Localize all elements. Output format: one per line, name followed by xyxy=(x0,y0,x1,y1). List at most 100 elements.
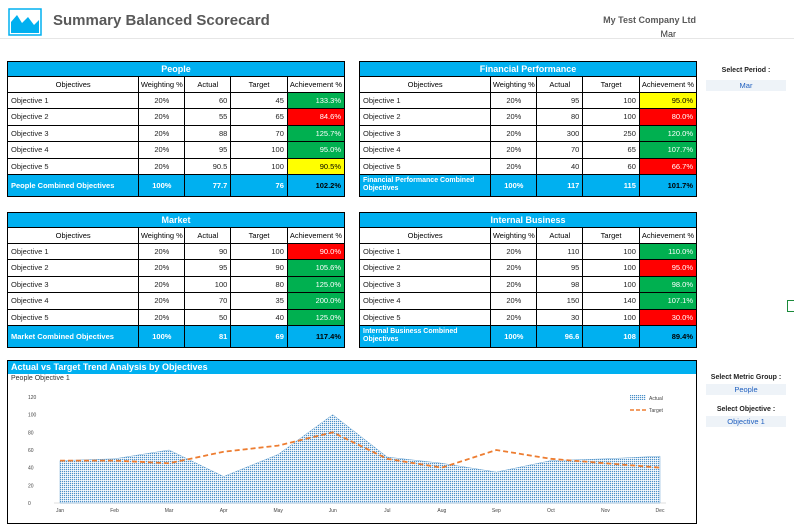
target-cell: 100 xyxy=(582,276,640,293)
x-tick-label: Jul xyxy=(384,508,390,514)
objective-name: People Combined Objectives xyxy=(8,174,140,196)
internal-panel: Internal Business Objectives Weighting % A… xyxy=(359,212,697,348)
period-select[interactable]: Mar xyxy=(706,80,786,91)
weighting-cell: 100% xyxy=(138,325,186,347)
achievement-cell: 80.0% xyxy=(639,108,696,126)
target-cell: 100 xyxy=(582,309,640,326)
objective-name: Objective 1 xyxy=(360,92,492,109)
chart-logo-icon xyxy=(8,8,42,36)
table-row: Objective 3 20% 88 70 125.7% xyxy=(8,125,344,142)
achievement-cell: 107.7% xyxy=(639,141,696,159)
x-tick-label: Sep xyxy=(492,508,501,514)
weighting-cell: 20% xyxy=(490,276,538,293)
table-row: Objective 1 20% 60 45 133.3% xyxy=(8,92,344,109)
weighting-cell: 20% xyxy=(138,125,186,142)
table-header-row: Objectives Weighting % Actual Target Achieve… xyxy=(360,228,696,244)
panel-title: Internal Business xyxy=(360,213,696,228)
y-tick-label: 60 xyxy=(28,448,34,454)
achievement-cell: 90.5% xyxy=(287,158,344,175)
actual-cell: 80 xyxy=(536,108,584,126)
target-cell: 100 xyxy=(230,243,288,260)
objective-name: Objective 5 xyxy=(360,309,492,326)
target-cell: 80 xyxy=(230,276,288,293)
table-header-row: Objectives Weighting % Actual Target Achieve… xyxy=(8,77,344,93)
trend-chart: 0 20 40 60 80 100 120 Jan Feb Mar Apr May Jun Jul Aug S… xyxy=(28,395,666,514)
objective-name: Objective 3 xyxy=(360,276,492,293)
objective-select[interactable]: Objective 1 xyxy=(706,416,786,427)
x-tick-label: Feb xyxy=(110,508,119,514)
target-cell: 140 xyxy=(582,292,640,310)
weighting-cell: 20% xyxy=(138,259,186,277)
y-tick-label: 120 xyxy=(28,395,37,401)
table-row: Objective 3 20% 300 250 120.0% xyxy=(360,125,696,142)
column-header: Actual xyxy=(184,77,232,93)
column-header: Actual xyxy=(536,77,584,93)
x-tick-label: Aug xyxy=(437,508,446,514)
target-cell: 100 xyxy=(582,243,640,260)
objective-name: Objective 4 xyxy=(8,141,140,159)
target-cell: 115 xyxy=(582,174,640,196)
column-header: Weighting % xyxy=(490,77,538,93)
legend-actual-label: Actual xyxy=(649,396,663,402)
column-header: Achievement % xyxy=(287,228,344,244)
target-cell: 35 xyxy=(230,292,288,310)
y-tick-label: 100 xyxy=(28,413,37,419)
achievement-cell: 95.0% xyxy=(639,92,696,109)
weighting-cell: 20% xyxy=(138,92,186,109)
weighting-cell: 100% xyxy=(490,325,538,347)
actual-cell: 117 xyxy=(536,174,584,196)
table-row: Objective 4 20% 70 65 107.7% xyxy=(360,141,696,159)
actual-cell: 88 xyxy=(184,125,232,142)
actual-cell: 40 xyxy=(536,158,584,175)
target-cell: 100 xyxy=(582,108,640,126)
target-cell: 100 xyxy=(582,259,640,277)
table-row: Objective 3 20% 100 80 125.0% xyxy=(8,276,344,293)
achievement-cell: 30.0% xyxy=(639,309,696,326)
table-row: Objective 1 20% 90 100 90.0% xyxy=(8,243,344,260)
period-label: Select Period : xyxy=(721,67,771,74)
achievement-cell: 90.0% xyxy=(287,243,344,260)
achievement-cell: 133.3% xyxy=(287,92,344,109)
achievement-cell: 200.0% xyxy=(287,292,344,310)
column-header: Objectives xyxy=(360,228,492,244)
panel-title: People xyxy=(8,62,344,77)
target-cell: 70 xyxy=(230,125,288,142)
achievement-cell: 125.0% xyxy=(287,309,344,326)
achievement-cell: 101.7% xyxy=(639,174,696,196)
objective-name: Objective 3 xyxy=(360,125,492,142)
achievement-cell: 125.0% xyxy=(287,276,344,293)
actual-cell: 100 xyxy=(184,276,232,293)
weighting-cell: 20% xyxy=(138,309,186,326)
objective-name: Objective 4 xyxy=(8,292,140,310)
achievement-cell: 117.4% xyxy=(287,325,344,347)
table-row: Objective 5 20% 50 40 125.0% xyxy=(8,309,344,326)
objective-name: Objective 5 xyxy=(8,158,140,175)
column-header: Target xyxy=(582,77,640,93)
table-row: Objective 2 20% 95 90 105.6% xyxy=(8,259,344,277)
x-tick-label: Nov xyxy=(601,508,610,514)
actual-cell: 30 xyxy=(536,309,584,326)
objective-name: Objective 1 xyxy=(360,243,492,260)
table-row: Objective 5 20% 30 100 30.0% xyxy=(360,309,696,326)
column-header: Target xyxy=(230,228,288,244)
objective-name: Financial Performance Combined Objective… xyxy=(360,174,492,196)
table-row: Objective 5 20% 40 60 66.7% xyxy=(360,158,696,175)
actual-cell: 50 xyxy=(184,309,232,326)
kpi-table: Objectives Weighting % Actual Target Achieve… xyxy=(8,228,344,347)
objective-name: Objective 2 xyxy=(8,259,140,277)
achievement-cell: 95.0% xyxy=(287,141,344,159)
table-row: Objective 2 20% 80 100 80.0% xyxy=(360,108,696,126)
target-cell: 108 xyxy=(582,325,640,347)
company-name: My Test Company Ltd xyxy=(603,15,696,25)
kpi-table: Objectives Weighting % Actual Target Achieve… xyxy=(8,77,344,196)
table-row: Objective 2 20% 55 65 84.6% xyxy=(8,108,344,126)
metric-group-select[interactable]: People xyxy=(706,384,786,395)
achievement-cell: 98.0% xyxy=(639,276,696,293)
weighting-cell: 20% xyxy=(490,125,538,142)
x-tick-label: Oct xyxy=(547,508,555,514)
actual-cell: 70 xyxy=(184,292,232,310)
achievement-cell: 102.2% xyxy=(287,174,344,196)
actual-cell: 300 xyxy=(536,125,584,142)
actual-cell: 150 xyxy=(536,292,584,310)
legend-target-label: Target xyxy=(649,408,664,414)
